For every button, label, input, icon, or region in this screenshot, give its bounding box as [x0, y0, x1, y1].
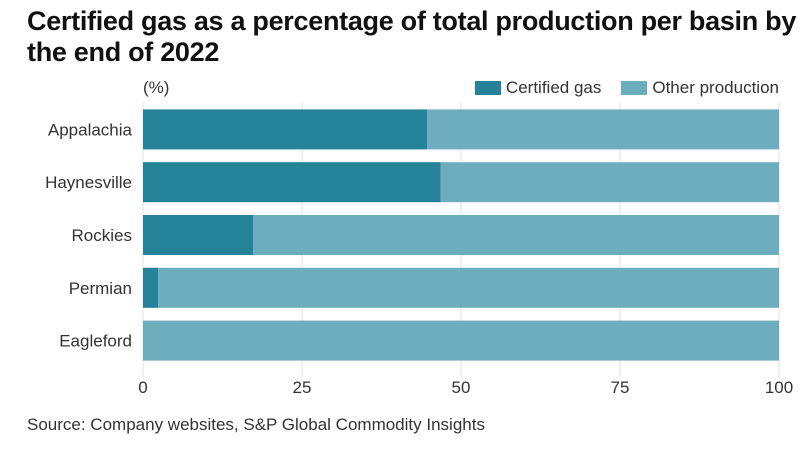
x-tick-label: 75: [611, 378, 630, 397]
bar-other-rockies: [253, 215, 779, 255]
bar-other-haynesville: [440, 162, 779, 203]
unit-label: (%): [143, 78, 170, 97]
bar-other-appalachia: [427, 109, 779, 150]
source-note: Source: Company websites, S&P Global Com…: [27, 415, 485, 434]
chart-title: Certified gas as a percentage of total p…: [27, 6, 797, 67]
y-category-label: Eagleford: [59, 332, 132, 351]
y-category-label: Permian: [69, 279, 132, 298]
x-tick-label: 100: [765, 378, 793, 397]
legend-label-certified: Certified gas: [505, 78, 602, 97]
bar-certified-rockies: [143, 215, 254, 255]
legend-swatch-certified: [474, 81, 501, 95]
x-tick-label: 0: [138, 378, 147, 397]
bar-certified-haynesville: [143, 162, 441, 203]
legend-swatch-other: [621, 81, 648, 95]
x-tick-label: 50: [452, 378, 471, 397]
legend-label-other: Other production: [652, 78, 779, 97]
bar-other-eagleford: [143, 320, 779, 361]
y-category-label: Appalachia: [48, 120, 133, 139]
x-tick-label: 25: [293, 378, 312, 397]
legend-item-certified: Certified gas: [474, 78, 602, 98]
bar-certified-permian: [143, 267, 159, 308]
bar-other-permian: [158, 267, 779, 308]
legend: Certified gas Other production: [455, 78, 779, 98]
y-category-label: Haynesville: [45, 173, 132, 192]
y-category-label: Rockies: [72, 226, 132, 245]
bar-certified-appalachia: [143, 109, 428, 150]
legend-item-other: Other production: [621, 78, 779, 98]
